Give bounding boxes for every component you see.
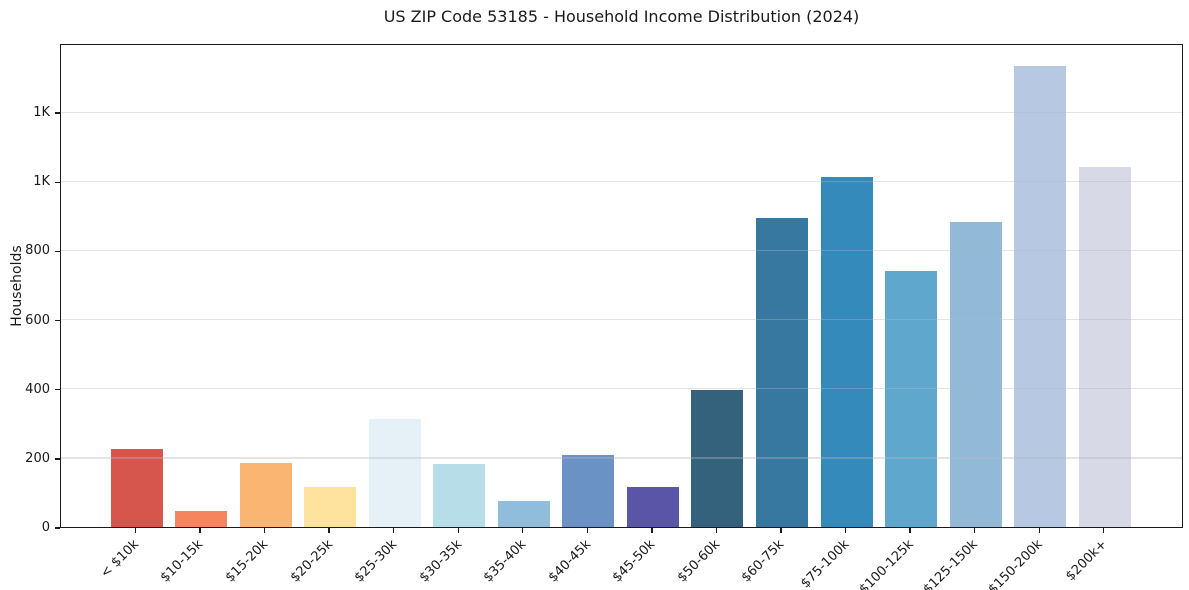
x-tick-label: $150-200k bbox=[985, 537, 1046, 590]
x-tick-mark bbox=[909, 528, 911, 533]
bar bbox=[562, 455, 615, 527]
x-tick-label: $60-75k bbox=[739, 537, 788, 586]
x-tick-mark bbox=[586, 528, 588, 533]
x-tick-label: $10-15k bbox=[158, 537, 207, 586]
x-tick-label: $20-25k bbox=[287, 537, 336, 586]
x-tick-label: $15-20k bbox=[222, 537, 272, 586]
bar bbox=[756, 218, 808, 527]
bar bbox=[497, 501, 550, 527]
y-tick-mark bbox=[55, 112, 60, 114]
x-tick-label: $200k+ bbox=[1063, 537, 1111, 585]
bar bbox=[433, 463, 486, 527]
x-tick-mark bbox=[1103, 528, 1105, 533]
x-tick-label: $45-50k bbox=[610, 537, 659, 586]
bar bbox=[368, 418, 421, 527]
x-tick-label: < $10k bbox=[98, 537, 143, 582]
bar bbox=[175, 511, 228, 527]
x-tick-label: $30-35k bbox=[416, 537, 465, 586]
x-tick-mark bbox=[844, 528, 847, 533]
y-tick-mark bbox=[55, 250, 60, 253]
bar bbox=[820, 177, 873, 527]
bar bbox=[949, 222, 1002, 527]
bar bbox=[626, 487, 679, 527]
y-tick-label: 1K bbox=[33, 174, 50, 190]
x-tick-mark bbox=[973, 528, 976, 533]
bars-layer bbox=[61, 45, 1182, 527]
x-tick-label: $75-100k bbox=[797, 537, 853, 590]
y-tick-label: 800 bbox=[25, 243, 50, 259]
bar bbox=[110, 449, 163, 527]
x-tick-mark bbox=[199, 528, 201, 533]
x-tick-label: $40-45k bbox=[545, 537, 594, 586]
y-tick-label: 200 bbox=[25, 450, 50, 466]
bar bbox=[691, 390, 744, 527]
y-tick-mark bbox=[55, 181, 60, 183]
y-tick-mark bbox=[55, 319, 60, 322]
x-tick-mark bbox=[780, 528, 782, 533]
x-tick-mark bbox=[263, 528, 266, 533]
chart-title: US ZIP Code 53185 - Household Income Dis… bbox=[383, 7, 860, 26]
y-tick-mark bbox=[55, 389, 60, 391]
x-tick-mark bbox=[1038, 528, 1040, 533]
plot-area bbox=[60, 44, 1183, 528]
x-tick-label: $25-30k bbox=[351, 537, 401, 586]
x-tick-label: $50-60k bbox=[674, 537, 724, 586]
x-tick-mark bbox=[651, 528, 653, 533]
x-tick-label: $35-40k bbox=[480, 537, 530, 586]
x-tick-mark bbox=[715, 528, 718, 533]
y-tick-label: 400 bbox=[25, 381, 50, 397]
bar bbox=[1078, 166, 1131, 527]
bar bbox=[304, 487, 357, 527]
y-tick-label: 600 bbox=[25, 312, 50, 328]
x-tick-label: $125-150k bbox=[921, 537, 982, 590]
x-tick-mark bbox=[393, 528, 395, 533]
bar bbox=[1014, 65, 1067, 527]
x-tick-mark bbox=[328, 528, 330, 533]
y-tick-mark bbox=[55, 458, 60, 460]
x-tick-mark bbox=[457, 528, 459, 533]
y-tick-label: 1K bbox=[33, 105, 50, 121]
y-tick-label: 0 bbox=[41, 520, 50, 535]
bar bbox=[885, 271, 938, 527]
bar bbox=[239, 463, 292, 527]
x-tick-label: $100-125k bbox=[856, 537, 917, 590]
x-tick-mark bbox=[522, 528, 524, 533]
x-tick-mark bbox=[134, 528, 137, 533]
y-tick-mark bbox=[55, 527, 60, 529]
